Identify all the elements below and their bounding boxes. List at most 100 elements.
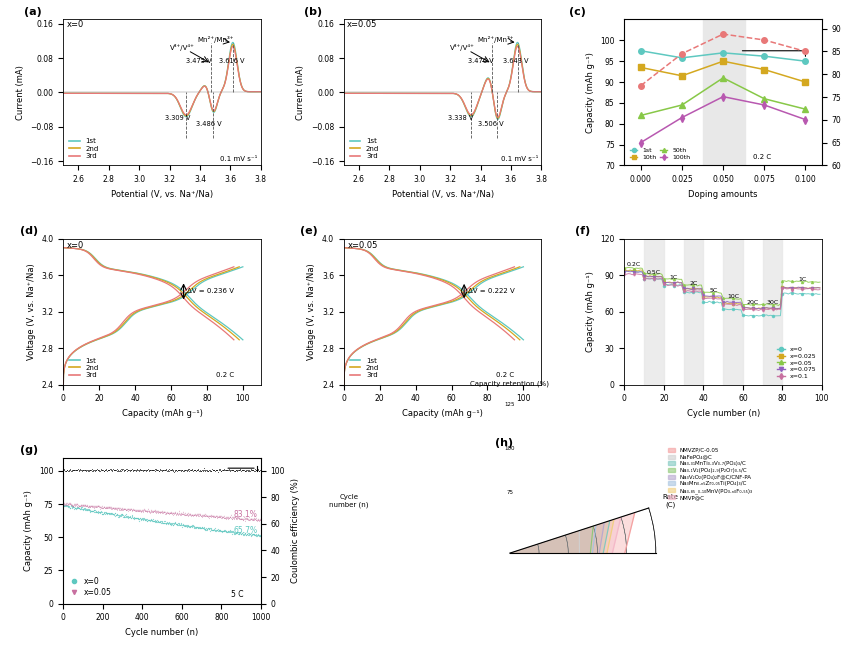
Point (207, 511, 221, 522)
Point (126, 506, 139, 516)
Point (81, 505, 94, 515)
Point (97, 502, 110, 513)
Point (168, 508, 181, 519)
Point (140, 506, 153, 517)
Point (149, 506, 163, 517)
Point (186, 511, 200, 521)
Point (82, 504, 95, 515)
Point (137, 504, 151, 515)
Point (67, 502, 81, 513)
Point (234, 514, 247, 524)
Point (161, 508, 175, 519)
Point (246, 530, 260, 540)
Point (203, 465, 217, 476)
Point (234, 529, 247, 539)
Point (67, 502, 80, 512)
Point (106, 509, 120, 519)
Point (182, 465, 196, 476)
Point (180, 520, 193, 530)
Point (191, 465, 204, 475)
Point (101, 502, 115, 513)
Point (207, 465, 220, 475)
Point (212, 526, 225, 536)
Y-axis label: Coulombic efficiency (%): Coulombic efficiency (%) (291, 478, 299, 583)
Point (62, 502, 75, 512)
Point (228, 512, 241, 522)
Point (92, 507, 105, 517)
Point (197, 522, 211, 533)
Point (236, 515, 250, 525)
Point (156, 518, 169, 528)
Point (147, 514, 160, 524)
Point (242, 515, 255, 525)
10th (800, 78, 810, 86)
Point (183, 522, 196, 532)
Point (176, 509, 190, 519)
Point (233, 465, 246, 475)
Point (208, 524, 222, 535)
Point (62, 501, 75, 511)
Point (63, 499, 77, 509)
Point (130, 513, 143, 523)
Text: (c): (c) (569, 7, 586, 17)
Point (67, 465, 81, 476)
Point (115, 464, 129, 474)
100th (800, 116, 810, 123)
Point (67, 465, 81, 476)
Point (216, 526, 229, 536)
Point (205, 522, 218, 533)
Point (215, 513, 228, 523)
Point (162, 508, 175, 518)
Point (125, 513, 138, 523)
50th (677, 101, 687, 109)
Point (132, 465, 145, 475)
Point (180, 509, 194, 519)
Point (78, 500, 91, 510)
Text: V³⁺/V⁴⁺: V³⁺/V⁴⁺ (450, 43, 475, 51)
Point (239, 528, 252, 538)
Point (197, 465, 211, 475)
Point (213, 512, 227, 522)
Point (76, 504, 89, 514)
Point (220, 527, 234, 537)
Point (84, 500, 98, 511)
Point (145, 505, 158, 515)
Point (163, 519, 176, 529)
Point (228, 512, 241, 522)
Point (127, 513, 141, 523)
Point (72, 466, 86, 476)
Point (164, 465, 177, 475)
Point (153, 507, 166, 517)
Point (131, 506, 144, 516)
Text: 5 C: 5 C (231, 590, 244, 599)
Point (214, 512, 228, 522)
Point (154, 507, 168, 517)
Line: 1st: 1st (638, 48, 808, 64)
Point (95, 465, 109, 475)
Point (156, 465, 169, 476)
Point (148, 516, 162, 526)
Point (200, 465, 213, 475)
Point (91, 501, 105, 511)
Point (105, 466, 119, 476)
Point (229, 465, 243, 476)
Point (113, 509, 126, 520)
Point (218, 465, 232, 475)
Point (115, 510, 129, 520)
Point (199, 465, 212, 476)
Point (58, 466, 72, 476)
Text: (f): (f) (575, 226, 590, 236)
Point (122, 465, 136, 476)
Point (121, 511, 135, 522)
Point (192, 509, 206, 519)
Polygon shape (441, 444, 604, 649)
Point (254, 465, 267, 475)
Point (173, 520, 186, 530)
Point (250, 531, 263, 541)
Point (78, 500, 92, 510)
Point (132, 513, 145, 524)
Point (201, 523, 215, 533)
Text: 65.7%: 65.7% (234, 526, 257, 535)
Point (169, 465, 182, 475)
Point (221, 465, 234, 475)
